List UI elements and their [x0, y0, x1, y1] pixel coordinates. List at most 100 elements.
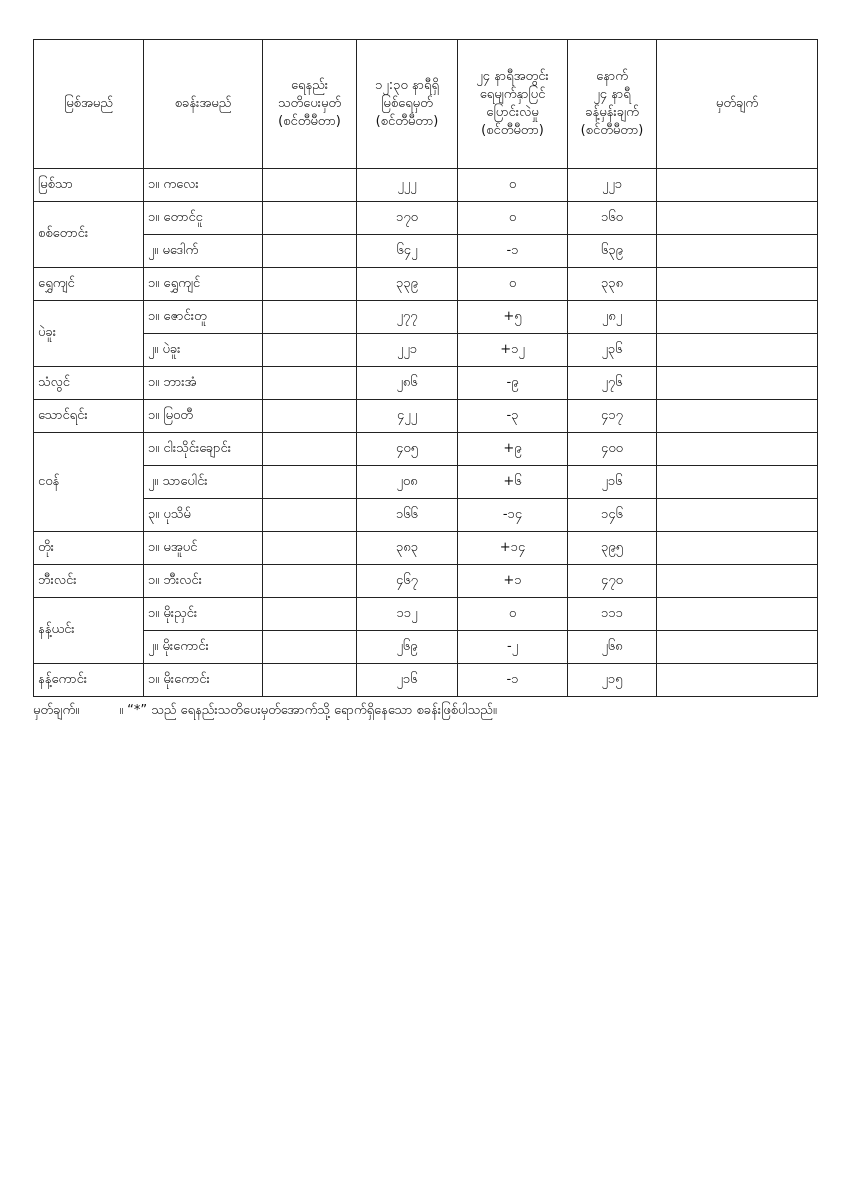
warning-level: [262, 465, 357, 499]
remark: [656, 234, 818, 268]
forecast: ၂၂၁: [567, 168, 657, 202]
warning-level: [262, 498, 357, 532]
level-change: +၁: [457, 564, 568, 598]
table-row: နန့်ကောင်း ၁။ မိုးကောင်း ၂၁၆ -၁ ၂၁၅: [33, 663, 818, 697]
warning-level: [262, 399, 357, 433]
header-level-change: ၂၄ နာရီအတွင်း ရေမျက်နှာပြင် ပြောင်းလဲမှု (စ…: [457, 39, 568, 169]
level-change: +၁၂: [457, 333, 568, 367]
forecast: ၄၀၀: [567, 432, 657, 466]
level-change: ၀: [457, 168, 568, 202]
remark: [656, 432, 818, 466]
river-name: ပဲခူး: [33, 300, 144, 367]
table-row: သောင်ရင်း ၁။ မြဝတီ ၄၂၂ -၃ ၄၁၇: [33, 399, 818, 433]
station-name: ၁။ တောင်ငူ: [143, 201, 263, 235]
station-name: ၃။ ပုသိမ်: [143, 498, 263, 532]
remark: [656, 498, 818, 532]
table-row: ၂။ ပဲခူး ၂၂၁ +၁၂ ၂၃၆: [34, 333, 818, 367]
warning-level: [262, 663, 357, 697]
header-row: မြစ်အမည် စခန်းအမည် ရေနည်း သတိပေးမှတ် (စင်တီမ…: [33, 39, 818, 169]
header-line: ရေမျက်နှာပြင်: [479, 87, 546, 102]
river-name: သောင်ရင်း: [33, 399, 144, 433]
header-line: နောက်: [596, 69, 628, 84]
water-level: ၃၃၉: [356, 267, 458, 301]
header-line: ခန့်မှန်းချက်: [585, 105, 639, 120]
forecast: ၂၆၈: [567, 630, 657, 664]
station-name: ၁။ ငါးသိုင်းချောင်း: [143, 432, 263, 466]
header-line: မြစ်ရေမှတ်: [381, 96, 433, 111]
remark: [656, 267, 818, 301]
water-level: ၂၇၇: [356, 300, 458, 334]
river-name: မြစ်သာ: [33, 168, 144, 202]
table-row: စစ်တောင်း ၁။ တောင်ငူ ၁၇၀၀၁၆၀: [33, 201, 818, 268]
header-forecast: နောက် ၂၄ နာရီ ခန့်မှန်းချက် (စင်တီမီတာ): [567, 39, 657, 169]
table-row: ဘီးလင်း ၁။ ဘီးလင်း ၄၆၇ +၁ ၄၇၀: [33, 564, 818, 598]
warning-level: [262, 168, 357, 202]
header-line: သတိပေးမှတ်: [277, 96, 342, 111]
table-row: ၂။ သာပေါင်း ၂၀၈ +၆ ၂၁၆: [34, 465, 818, 499]
river-name: သံလွင်: [33, 366, 144, 400]
remark: [656, 630, 818, 664]
water-level: ၄၂၂: [356, 399, 458, 433]
table-row: ၂။ မိုးကောင်း ၂၆၉ -၂ ၂၆၈: [34, 630, 818, 664]
remark: [656, 663, 818, 697]
forecast: ၆၃၉: [567, 234, 657, 268]
river-level-table: မြစ်အမည် စခန်းအမည် ရေနည်း သတိပေးမှတ် (စင်တီမ…: [33, 39, 818, 697]
warning-level: [262, 333, 357, 367]
warning-level: [262, 267, 357, 301]
level-change: -၃: [457, 399, 568, 433]
remark: [656, 399, 818, 433]
table-row: ၃။ ပုသိမ် ၁၆၆ -၁၄ ၁၄၆: [34, 498, 818, 532]
header-line: ၂၄ နာရီ: [593, 87, 631, 102]
water-level: ၂၂၂: [356, 168, 458, 202]
forecast: ၂၁၅: [567, 663, 657, 697]
table-row: ပဲခူး ၁။ ဇောင်းတူ ၂၇၇ +၅ ၂၈၂: [33, 300, 818, 367]
river-name: နန့်ကောင်း: [33, 663, 144, 697]
water-level: ၂၂၁: [356, 333, 458, 367]
water-level: ၂၆၉: [356, 630, 458, 664]
level-change: -၂: [457, 630, 568, 664]
table-row: ရွှေကျင် ၁။ ရွှေကျင် ၃၃၉၀၃၃၈: [33, 267, 818, 301]
station-name: ၁။ ရွှေကျင်: [143, 267, 263, 301]
warning-level: [262, 531, 357, 565]
river-name: ရွှေကျင်: [33, 267, 144, 301]
station-name: ၁။ မိုးကောင်း: [143, 663, 263, 697]
table-row: ၂။ မဒေါက် ၆၄၂ -၁ ၆၃၉: [34, 234, 818, 268]
level-change: -၁: [457, 663, 568, 697]
header-station-name: စခန်းအမည်: [143, 39, 263, 169]
level-change: +၅: [457, 300, 568, 334]
forecast: ၄၇၀: [567, 564, 657, 598]
forecast: ၁၁၁: [567, 597, 657, 631]
forecast: ၃၉၅: [567, 531, 657, 565]
header-line: (စင်တီမီတာ): [375, 114, 439, 129]
footnote: မှတ်ချက်။ ။ “*” သည် ရေနည်းသတိပေးမှတ်အောက်…: [33, 702, 537, 721]
remark: [656, 366, 818, 400]
footnote-label: မှတ်ချက်။: [33, 703, 80, 718]
header-line: ၁၂:၃၀ နာရီရှိ: [375, 78, 439, 93]
water-level: ၂၀၈: [356, 465, 458, 499]
river-name: တိုး: [33, 531, 144, 565]
header-water-level: ၁၂:၃၀ နာရီရှိမြစ်ရေမှတ် (စင်တီမီတာ): [356, 39, 458, 169]
warning-level: [262, 564, 357, 598]
header-line: (စင်တီမီတာ): [278, 114, 341, 129]
water-level: ၄၆၇: [356, 564, 458, 598]
station-name: ၁။ မအူပင်: [143, 531, 263, 565]
warning-level: [262, 597, 357, 631]
table-row: ငဝန် ၁။ ငါးသိုင်းချောင်း ၄၀၅ +၉ ၄၀၀: [33, 432, 818, 532]
remark: [656, 201, 818, 235]
level-change: -၁: [457, 234, 568, 268]
remark: [656, 597, 818, 631]
header-line: (စင်တီမီတာ): [481, 123, 544, 138]
warning-level: [262, 366, 357, 400]
level-change: +၉: [457, 432, 568, 466]
header-river-name: မြစ်အမည်: [33, 39, 144, 169]
station-name: ၁။ ဘားအံ: [143, 366, 263, 400]
forecast: ၃၃၈: [567, 267, 657, 301]
level-change: -၁၄: [457, 498, 568, 532]
station-name: ၁။ ဘီးလင်း: [143, 564, 263, 598]
header-line: စခန်းအမည်: [174, 96, 232, 111]
water-level: ၄၀၅: [356, 432, 458, 466]
river-name: နန့်ယင်း: [33, 597, 144, 664]
water-level: ၂၁၆: [356, 663, 458, 697]
water-level: ၁၆၆: [356, 498, 458, 532]
level-change: ၀: [457, 267, 568, 301]
